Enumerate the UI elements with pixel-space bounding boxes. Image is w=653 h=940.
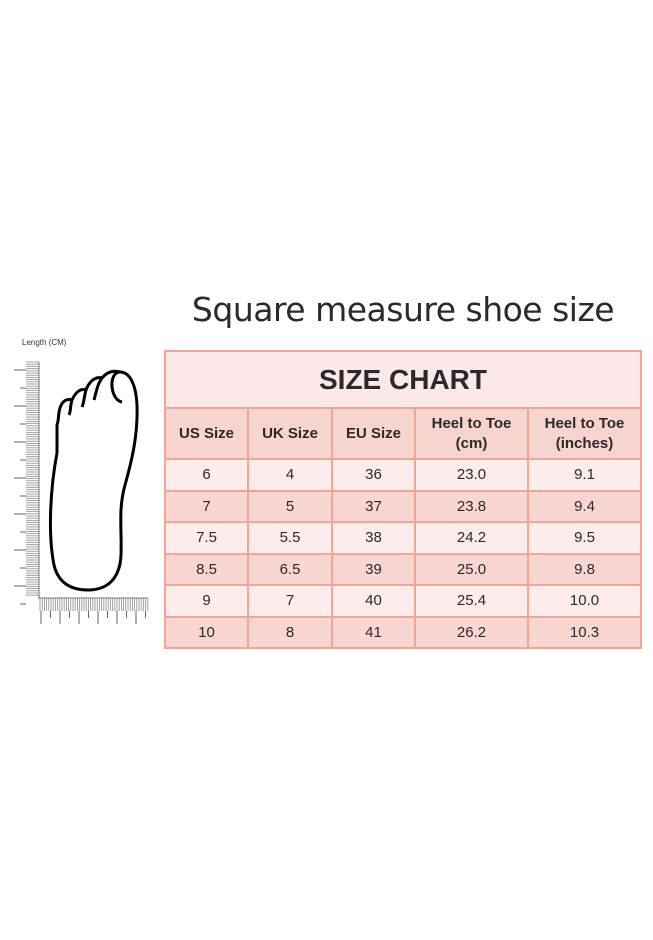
table-cell: 9.4 xyxy=(527,489,642,523)
table-row: 9 7 40 25.4 10.0 xyxy=(164,584,642,618)
size-chart-table: SIZE CHART US Size UK Size EU Size Heel to … xyxy=(164,350,642,649)
table-cell: 39 xyxy=(331,552,416,586)
foot-measurement-illustration xyxy=(14,361,149,624)
table-cell: 25.0 xyxy=(414,552,529,586)
table-cell: 7 xyxy=(247,584,333,618)
table-cell: 40 xyxy=(331,584,416,618)
table-cell: 9.1 xyxy=(527,458,642,492)
table-cell: 7 xyxy=(164,489,249,523)
table-cell: 41 xyxy=(331,615,416,649)
vertical-ruler xyxy=(14,361,40,605)
table-cell: 10.0 xyxy=(527,584,642,618)
table-cell: 8 xyxy=(247,615,333,649)
column-header: EU Size xyxy=(331,407,416,460)
table-cell: 24.2 xyxy=(414,521,529,555)
table-cell: 9.5 xyxy=(527,521,642,555)
column-header: Heel to Toe (inches) xyxy=(527,407,642,460)
table-cell: 6 xyxy=(164,458,249,492)
table-cell: 6.5 xyxy=(247,552,333,586)
page-heading: Square measure shoe size xyxy=(191,290,615,329)
column-header: Heel to Toe (cm) xyxy=(414,407,529,460)
table-cell: 10 xyxy=(164,615,249,649)
column-header: US Size xyxy=(164,407,249,460)
table-cell: 23.0 xyxy=(414,458,529,492)
table-cell: 23.8 xyxy=(414,489,529,523)
table-header-row: US Size UK Size EU Size Heel to Toe (cm) Heel… xyxy=(164,407,642,460)
table-row: 7.5 5.5 38 24.2 9.5 xyxy=(164,521,642,555)
table-row: 6 4 36 23.0 9.1 xyxy=(164,458,642,492)
table-cell: 9 xyxy=(164,584,249,618)
column-header: UK Size xyxy=(247,407,333,460)
ruler-length-label: Length (CM) xyxy=(22,338,67,347)
table-cell: 36 xyxy=(331,458,416,492)
table-row: 8.5 6.5 39 25.0 9.8 xyxy=(164,552,642,586)
table-cell: 25.4 xyxy=(414,584,529,618)
horizontal-ruler xyxy=(38,597,149,624)
table-cell: 4 xyxy=(247,458,333,492)
table-title: SIZE CHART xyxy=(164,350,642,409)
table-cell: 9.8 xyxy=(527,552,642,586)
table-cell: 5.5 xyxy=(247,521,333,555)
table-cell: 5 xyxy=(247,489,333,523)
table-cell: 10.3 xyxy=(527,615,642,649)
table-row: 10 8 41 26.2 10.3 xyxy=(164,615,642,649)
table-cell: 26.2 xyxy=(414,615,529,649)
table-cell: 38 xyxy=(331,521,416,555)
table-cell: 7.5 xyxy=(164,521,249,555)
foot-outline-icon xyxy=(48,369,139,592)
table-cell: 37 xyxy=(331,489,416,523)
table-row: 7 5 37 23.8 9.4 xyxy=(164,489,642,523)
table-cell: 8.5 xyxy=(164,552,249,586)
